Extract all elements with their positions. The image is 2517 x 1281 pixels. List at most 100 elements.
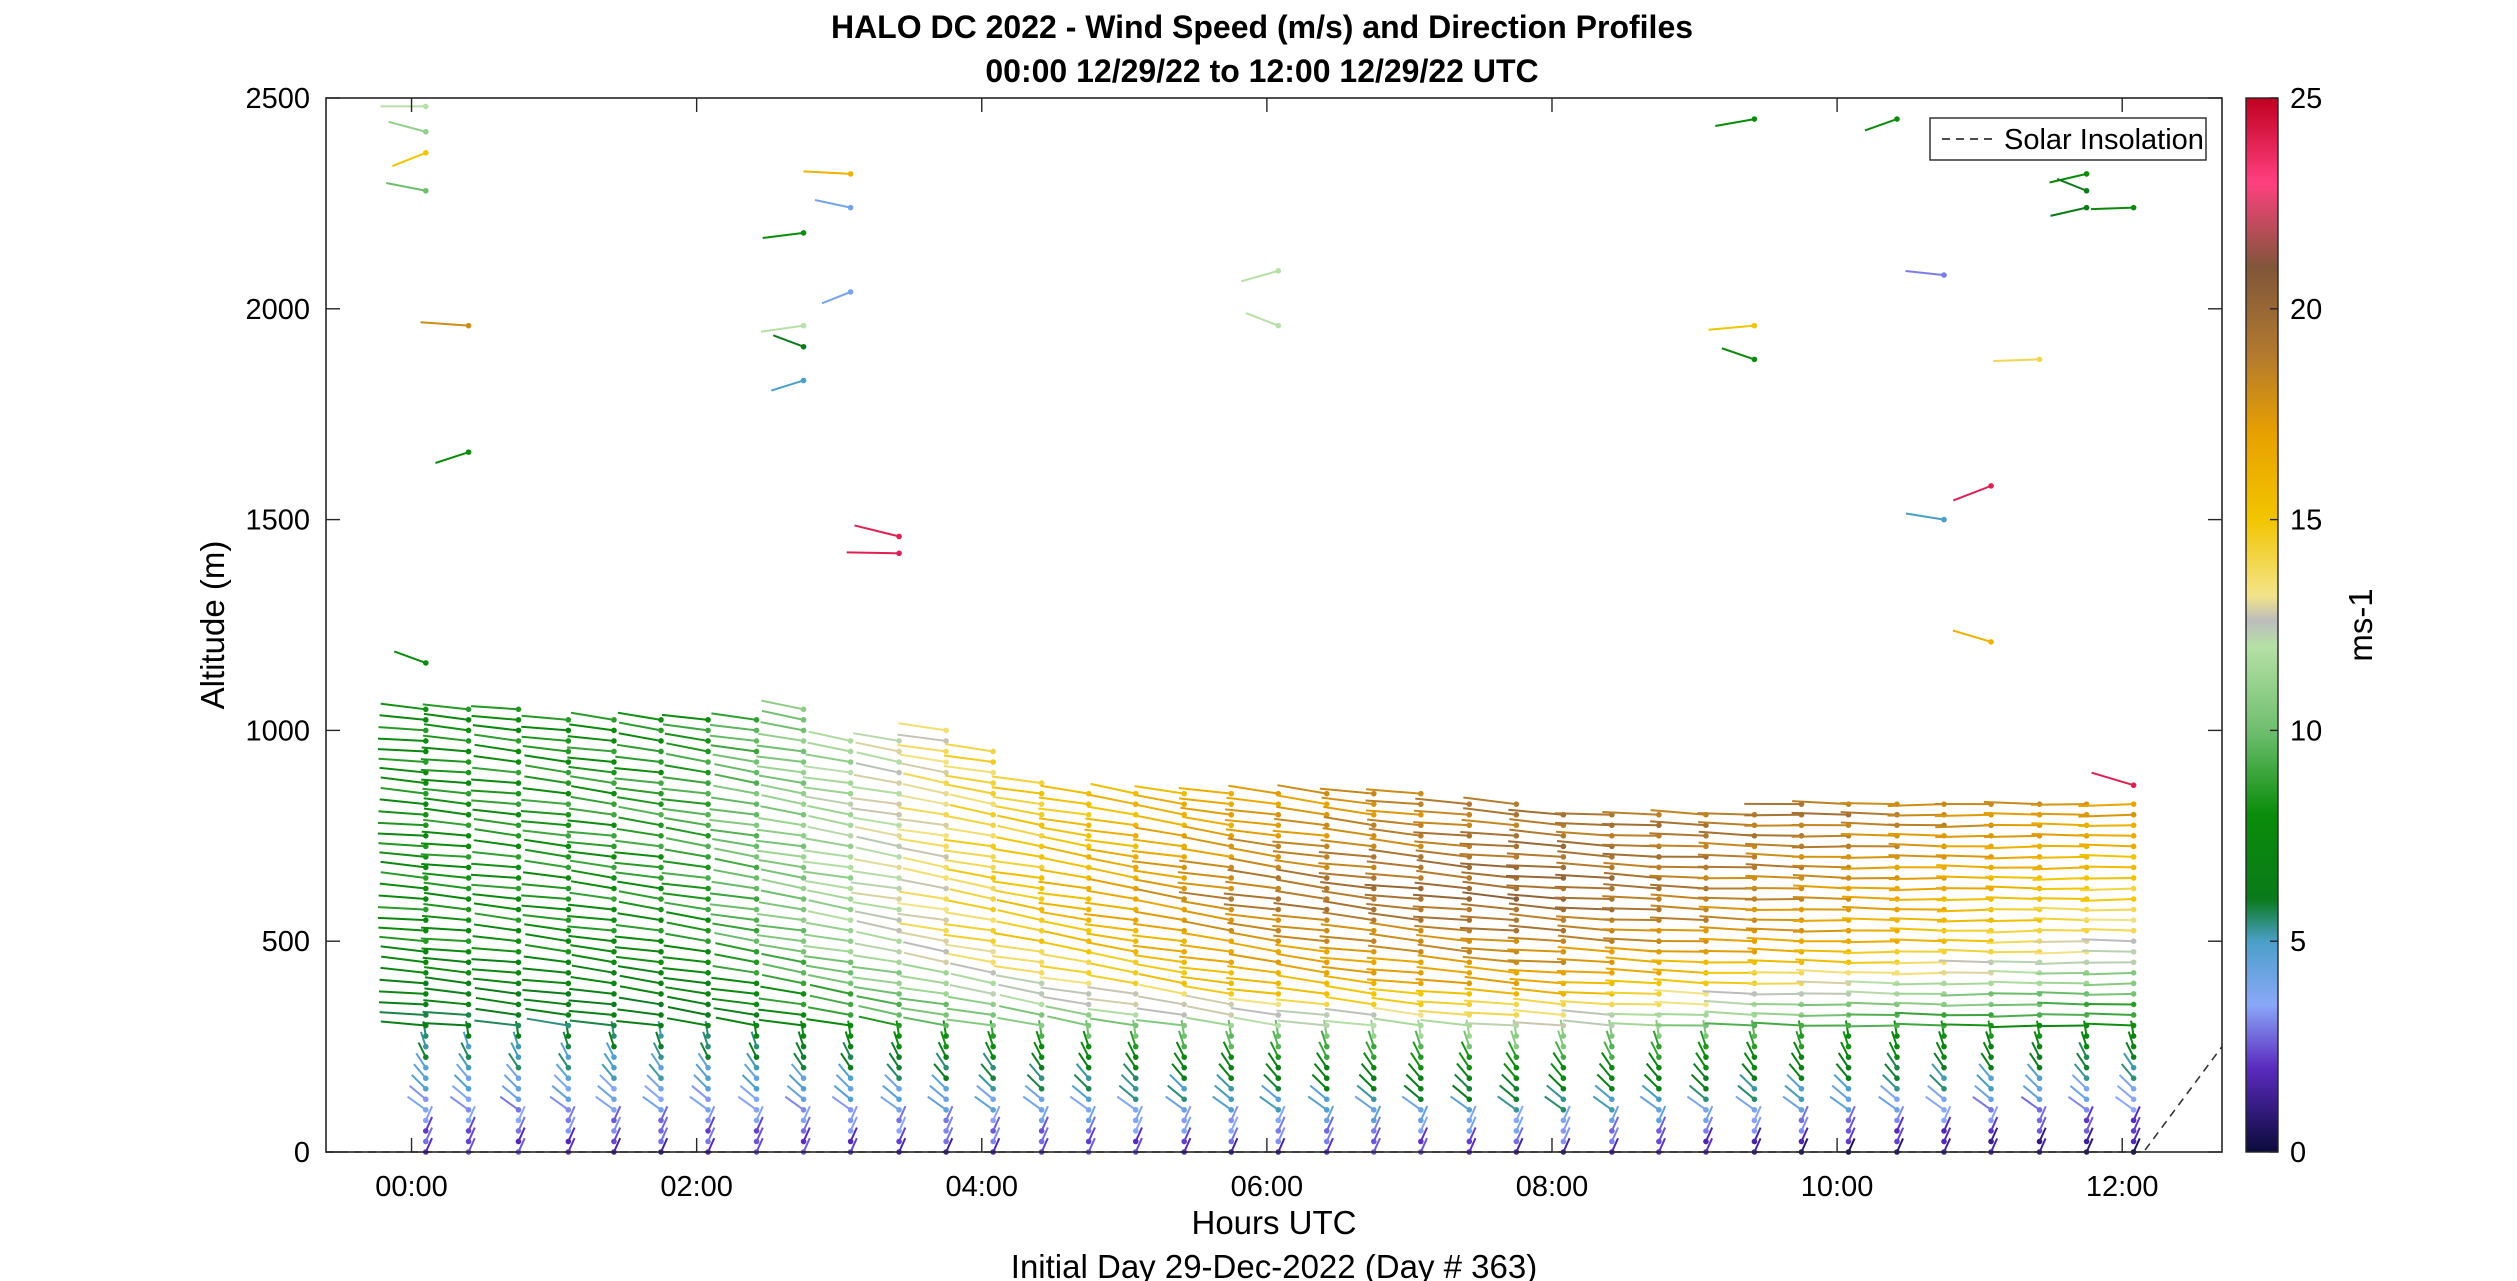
wind-barb-point bbox=[943, 1138, 949, 1145]
wind-barb bbox=[809, 994, 851, 1006]
wind-barb-point bbox=[1323, 1064, 1330, 1071]
wind-barb-point bbox=[990, 1128, 996, 1134]
wind-barb-point bbox=[1228, 959, 1235, 966]
wind-barb bbox=[1319, 935, 1374, 943]
wind-barb bbox=[2084, 1012, 2134, 1016]
wind-barb-point bbox=[422, 1128, 429, 1134]
wind-barb bbox=[746, 1052, 758, 1069]
wind-barb-point bbox=[990, 980, 996, 987]
wind-barbs bbox=[377, 103, 2141, 1155]
wind-barb-point bbox=[1513, 970, 1520, 976]
wind-barb-point bbox=[847, 822, 854, 829]
wind-barb-point bbox=[800, 980, 807, 987]
wind-barb bbox=[1273, 934, 1327, 943]
wind-barb-point bbox=[515, 759, 522, 765]
wind-barb-point bbox=[1845, 1117, 1852, 1124]
colorbar-tick-label: 20 bbox=[2290, 294, 2322, 326]
wind-barb-point bbox=[2130, 843, 2137, 850]
wind-barb-point bbox=[565, 833, 572, 839]
wind-barb-point bbox=[705, 811, 711, 818]
wind-barb-point bbox=[515, 1001, 522, 1008]
wind-barb bbox=[1792, 919, 1849, 922]
wind-barb-point bbox=[2083, 1107, 2090, 1113]
wind-barb-point bbox=[515, 1117, 522, 1124]
wind-barb-point bbox=[705, 854, 711, 860]
wind-barb bbox=[1319, 787, 1374, 795]
wind-barb bbox=[566, 746, 615, 753]
wind-barb bbox=[1509, 912, 1564, 922]
wind-barb-point bbox=[422, 948, 429, 955]
wind-barb-point bbox=[1275, 1054, 1282, 1060]
wind-barb-point bbox=[1132, 1001, 1139, 1008]
wind-barb bbox=[1935, 834, 1992, 839]
wind-barb-point bbox=[1466, 1075, 1473, 1082]
wind-barb-point bbox=[990, 822, 996, 829]
wind-barb bbox=[993, 847, 1042, 858]
wind-barb bbox=[1847, 1024, 1897, 1028]
wind-barb-point bbox=[465, 738, 472, 744]
wind-barb-point bbox=[1275, 833, 1282, 839]
wind-barb-point bbox=[422, 1043, 429, 1050]
wind-barb-point bbox=[2130, 822, 2137, 829]
wind-barb bbox=[1509, 977, 1564, 985]
wind-barb bbox=[473, 977, 519, 985]
wind-barb-point bbox=[1038, 885, 1045, 892]
wind-barb-point bbox=[2130, 1012, 2137, 1018]
wind-barb-point bbox=[2036, 1107, 2043, 1113]
wind-barb-point bbox=[1323, 1138, 1330, 1145]
wind-barb-point bbox=[1181, 1075, 1187, 1082]
wind-barb bbox=[1511, 987, 1564, 995]
wind-barb-point bbox=[1513, 1054, 1520, 1060]
wind-barb bbox=[1744, 834, 1802, 837]
wind-barb bbox=[617, 880, 662, 890]
wind-barb-point bbox=[1513, 1043, 1520, 1050]
wind-barb-point bbox=[896, 885, 902, 892]
wind-barb-point bbox=[1703, 822, 1709, 829]
wind-barb bbox=[1038, 817, 1089, 827]
wind-barb bbox=[449, 1095, 470, 1111]
wind-barb bbox=[1179, 955, 1232, 964]
wind-barb-point bbox=[1181, 970, 1187, 976]
wind-barb bbox=[1842, 905, 1898, 911]
wind-barb bbox=[458, 1052, 470, 1069]
wind-barb bbox=[377, 748, 426, 753]
wind-barb-point bbox=[1038, 970, 1045, 976]
wind-barb bbox=[898, 890, 947, 901]
wind-barb-point bbox=[1038, 864, 1045, 871]
wind-barb-point bbox=[1275, 1085, 1282, 1092]
wind-barb bbox=[571, 964, 615, 974]
wind-barb-point bbox=[1370, 1085, 1377, 1092]
wind-barb-point bbox=[658, 769, 664, 776]
wind-barb-point bbox=[611, 748, 617, 755]
wind-barb bbox=[761, 794, 804, 806]
wind-barb-point bbox=[1941, 1128, 1947, 1134]
wind-barb bbox=[1080, 1041, 1090, 1058]
wind-barb-point bbox=[1513, 1075, 1520, 1082]
wind-barb bbox=[423, 723, 469, 732]
wind-barb bbox=[2079, 865, 2134, 869]
wind-barb-point bbox=[658, 927, 664, 934]
wind-barb-point bbox=[705, 727, 711, 734]
wind-barb-point bbox=[1228, 1117, 1235, 1124]
wind-barb-point bbox=[1609, 854, 1615, 860]
wind-barb bbox=[569, 891, 615, 901]
wind-barb bbox=[597, 1085, 615, 1101]
wind-barb-point bbox=[1609, 1043, 1615, 1050]
wind-barb bbox=[807, 741, 851, 753]
wind-barb-point bbox=[2083, 1128, 2090, 1134]
wind-barb-point bbox=[515, 738, 522, 744]
wind-barb-point bbox=[896, 833, 902, 839]
wind-barb bbox=[1601, 907, 1659, 911]
wind-barb-point bbox=[1418, 1075, 1424, 1082]
wind-barb bbox=[521, 894, 569, 901]
wind-barb bbox=[1320, 923, 1374, 932]
wind-barb-point bbox=[1323, 938, 1330, 944]
wind-barb bbox=[1323, 805, 1374, 816]
wind-barb-point bbox=[943, 948, 949, 955]
wind-barb-point bbox=[1038, 1128, 1045, 1134]
wind-barb-point bbox=[465, 706, 472, 713]
wind-barb-point bbox=[1894, 1128, 1900, 1134]
wind-barb-point bbox=[1370, 970, 1377, 976]
wind-barb bbox=[1087, 1007, 1136, 1016]
wind-barb-point bbox=[1085, 822, 1092, 829]
